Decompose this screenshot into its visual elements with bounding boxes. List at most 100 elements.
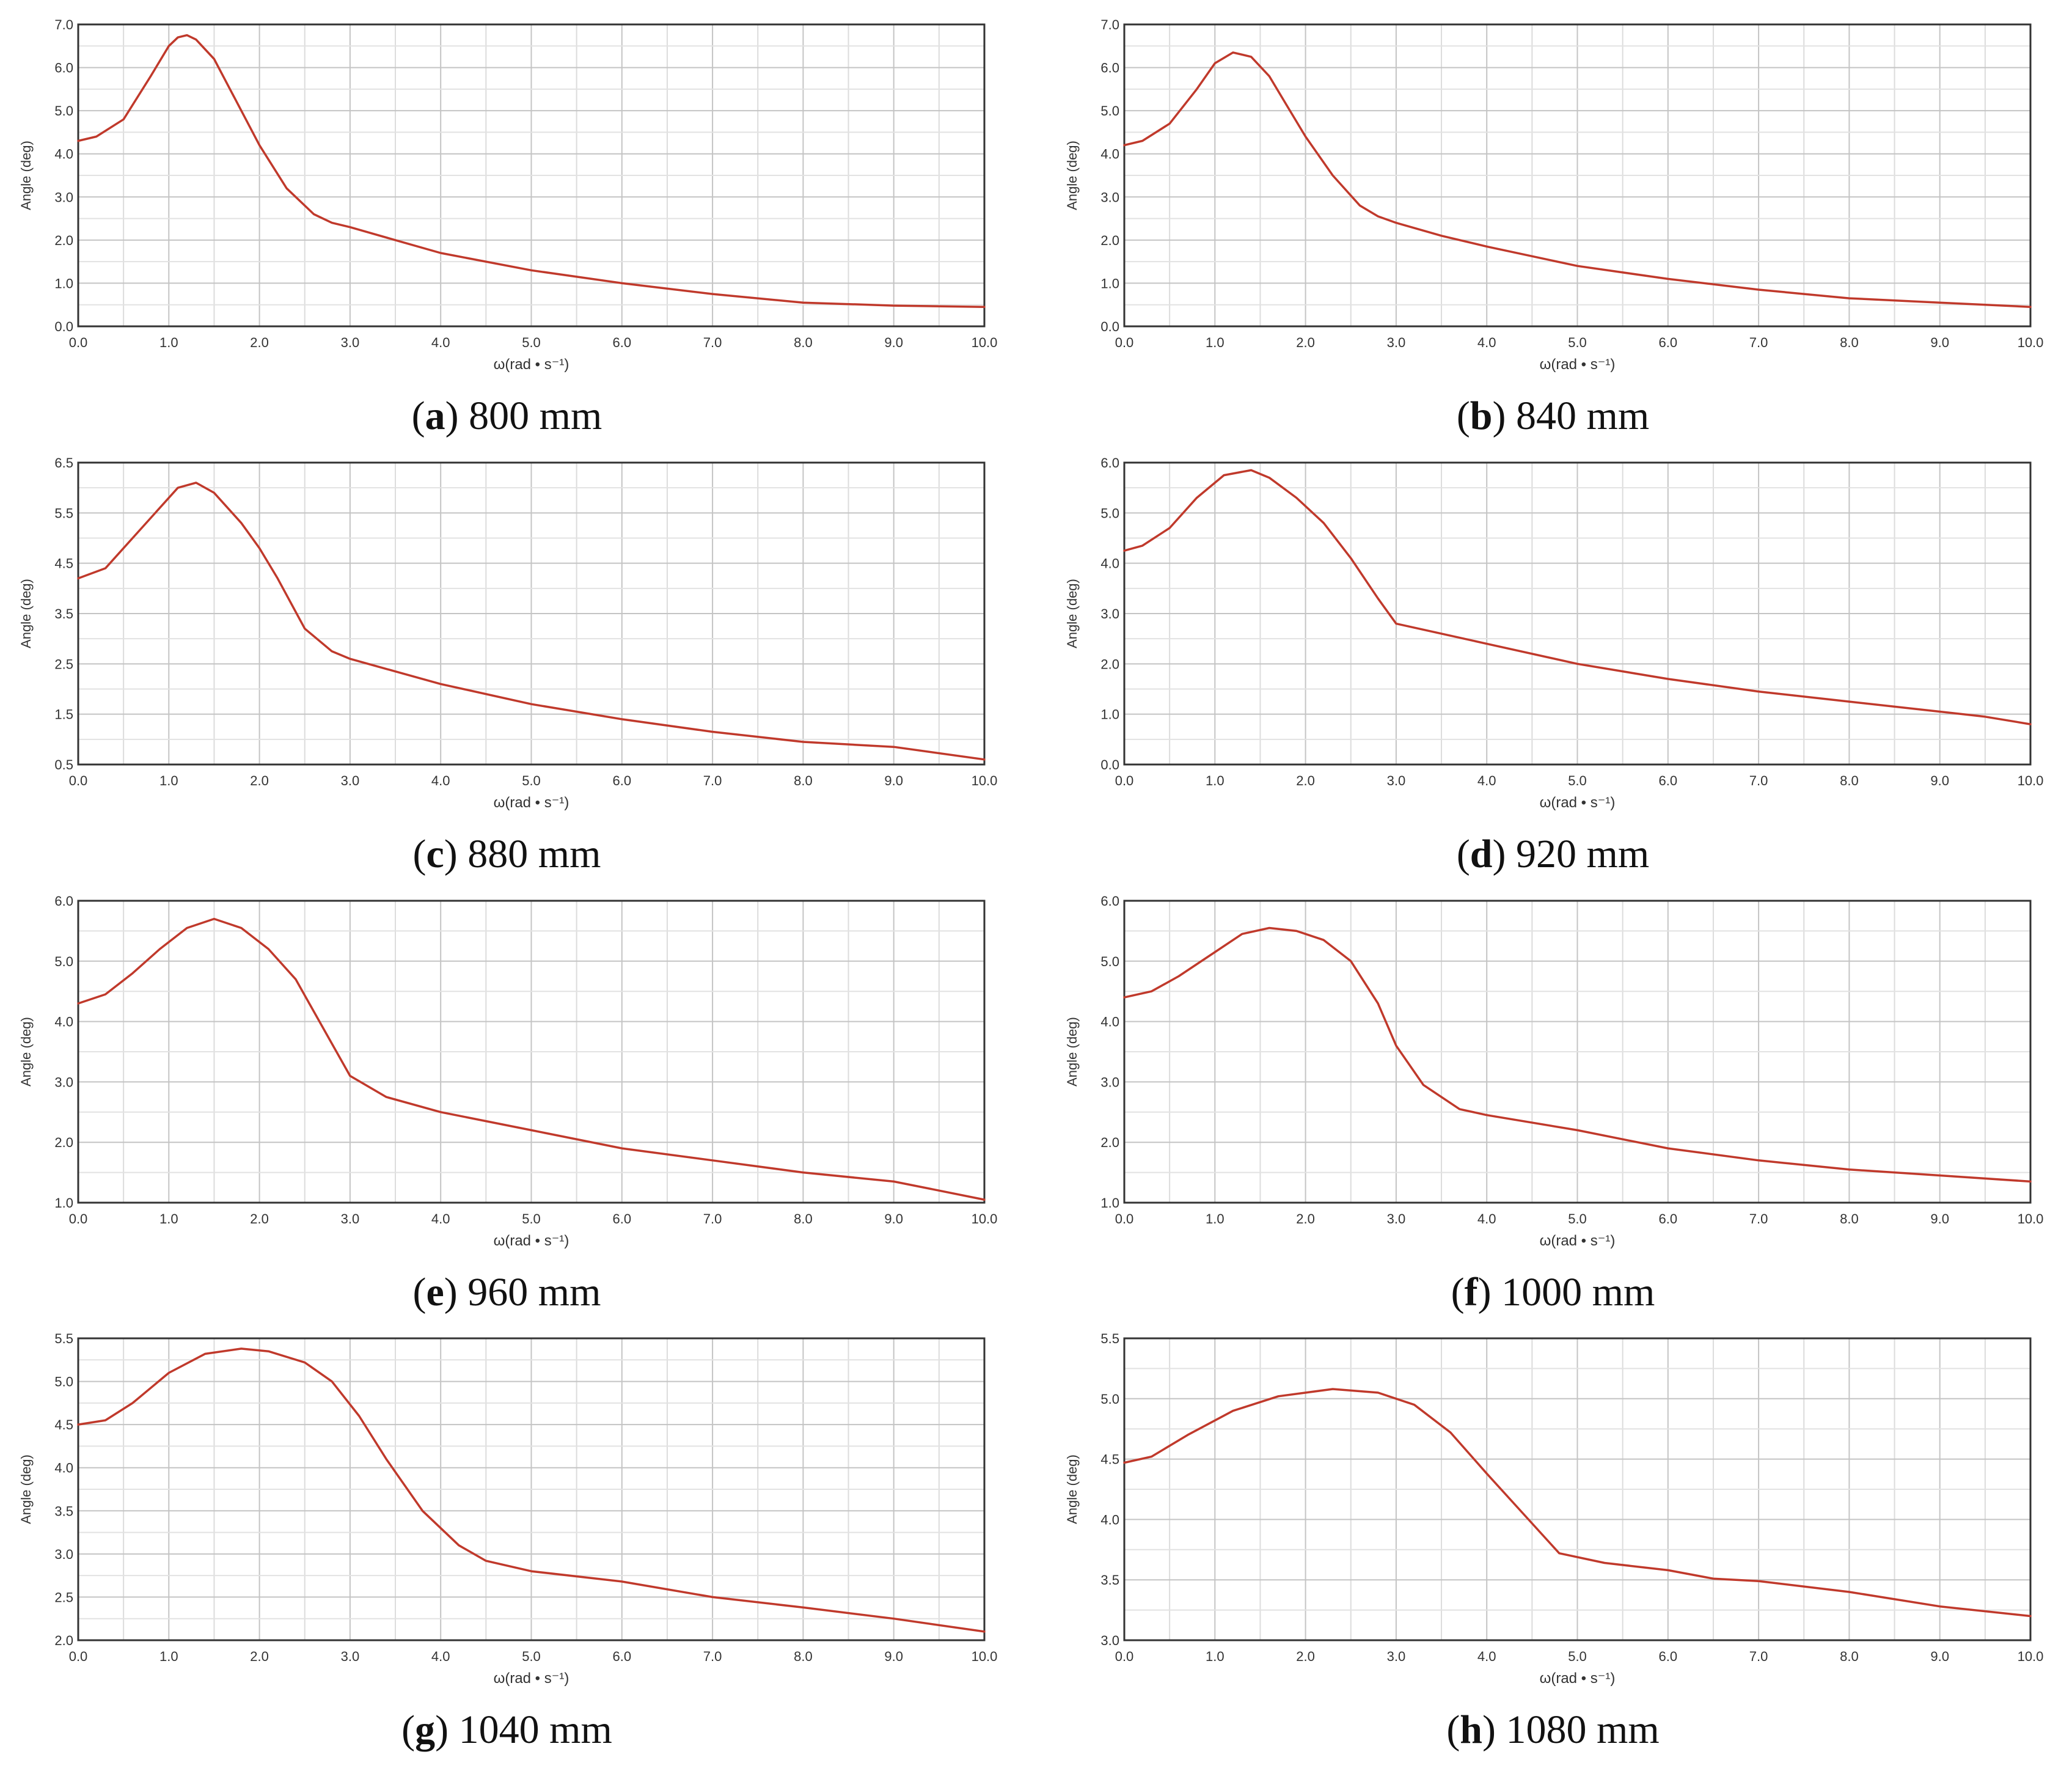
caption-text: 920 mm: [1506, 832, 1650, 876]
x-tick-label: 2.0: [1296, 335, 1315, 350]
y-axis-label: Angle (deg): [18, 1017, 34, 1087]
caption-paren-close: ): [1493, 832, 1506, 876]
y-tick-label: 6.5: [54, 455, 73, 471]
y-tick-label: 4.0: [54, 147, 73, 162]
caption-letter: f: [1465, 1270, 1479, 1314]
y-tick-label: 2.0: [54, 1135, 73, 1150]
x-tick-label: 2.0: [1296, 1649, 1315, 1664]
x-tick-label: 0.0: [1115, 1211, 1134, 1226]
x-axis-label: ω(rad • s⁻¹): [1540, 794, 1616, 811]
caption-text: 1000 mm: [1492, 1270, 1655, 1314]
x-tick-label: 3.0: [1387, 1211, 1406, 1226]
y-tick-label: 2.5: [54, 656, 73, 672]
x-tick-label: 2.0: [250, 1649, 269, 1664]
x-tick-label: 3.0: [1387, 335, 1406, 350]
x-tick-label: 6.0: [1659, 1211, 1678, 1226]
series-line-d: [1123, 469, 2032, 725]
x-tick-label: 9.0: [1930, 335, 1949, 350]
x-tick-label: 0.0: [69, 335, 88, 350]
x-tick-label: 1.0: [1206, 1211, 1225, 1226]
caption-paren-open: (: [1457, 394, 1470, 438]
y-tick-label: 2.0: [54, 1633, 73, 1648]
x-tick-label: 9.0: [884, 1211, 903, 1226]
caption-paren-close: ): [1493, 394, 1506, 438]
x-tick-label: 9.0: [884, 1649, 903, 1664]
y-tick-label: 5.5: [1100, 1331, 1119, 1346]
x-tick-label: 1.0: [1206, 773, 1225, 788]
y-tick-label: 5.5: [54, 505, 73, 521]
x-tick-label: 10.0: [2018, 1649, 2044, 1664]
x-tick-label: 8.0: [1840, 773, 1859, 788]
caption-letter: e: [426, 1270, 444, 1314]
panel-caption: (h) 1080 mm: [1446, 1707, 1659, 1752]
x-tick-label: 1.0: [1206, 1649, 1225, 1664]
x-tick-label: 0.0: [69, 773, 88, 788]
panel-caption: (f) 1000 mm: [1451, 1270, 1655, 1314]
caption-paren-close: ): [435, 1707, 448, 1752]
caption-letter: c: [426, 832, 444, 876]
caption-text: 960 mm: [458, 1270, 601, 1314]
plot-frame: [1123, 23, 2032, 328]
caption-text: 1040 mm: [448, 1707, 612, 1752]
caption-text: 840 mm: [1506, 394, 1650, 438]
x-tick-label: 4.0: [1477, 1649, 1496, 1664]
y-tick-label: 1.0: [1100, 1195, 1119, 1211]
series-line-b: [1123, 51, 2032, 308]
panel-caption: (b) 840 mm: [1457, 394, 1649, 438]
x-axis-label: ω(rad • s⁻¹): [1540, 1233, 1616, 1249]
y-axis-label: Angle (deg): [18, 141, 34, 210]
x-tick-label: 8.0: [1840, 1649, 1859, 1664]
chart-panel-b: 0.0 1.0 2.0 3.0 4.0 5.0 6.0 7.0 8.0 9.0 10.0 0.0 1.0…: [1064, 17, 2043, 438]
caption-letter: g: [415, 1707, 435, 1752]
y-tick-label: 1.0: [1100, 276, 1119, 291]
x-tick-label: 4.0: [431, 1649, 450, 1664]
y-tick-label: 0.0: [1100, 757, 1119, 772]
y-tick-label: 7.0: [54, 17, 73, 32]
caption-paren-open: (: [1457, 832, 1470, 876]
x-tick-label: 7.0: [1749, 1211, 1768, 1226]
x-tick-label: 4.0: [431, 1211, 450, 1226]
x-tick-label: 3.0: [1387, 773, 1406, 788]
panel-caption: (d) 920 mm: [1457, 832, 1649, 876]
chart-panel-a: 0.0 1.0 2.0 3.0 4.0 5.0 6.0 7.0 8.0 9.0 10.0 0.0 1.0…: [18, 17, 997, 438]
chart-panel-g: 0.0 1.0 2.0 3.0 4.0 5.0 6.0 7.0 8.0 9.0 10.0 2.0 2.5…: [18, 1331, 997, 1752]
x-tick-label: 7.0: [1749, 1649, 1768, 1664]
caption-paren-close: ): [444, 832, 458, 876]
x-axis-label: ω(rad • s⁻¹): [494, 1670, 569, 1687]
caption-text: 1080 mm: [1496, 1707, 1660, 1752]
x-tick-label: 6.0: [613, 1649, 632, 1664]
y-tick-label: 4.0: [54, 1014, 73, 1030]
x-tick-label: 6.0: [1659, 773, 1678, 788]
y-tick-label: 2.0: [54, 233, 73, 248]
caption-paren-open: (: [1451, 1270, 1465, 1314]
y-tick-label: 5.5: [54, 1331, 73, 1346]
panel-caption: (a) 800 mm: [412, 394, 602, 438]
chart-panel-h: 0.0 1.0 2.0 3.0 4.0 5.0 6.0 7.0 8.0 9.0 10.0 3.0 3.5…: [1064, 1331, 2043, 1752]
x-axis-label: ω(rad • s⁻¹): [1540, 1670, 1616, 1687]
series-line-a: [77, 34, 986, 308]
x-tick-label: 5.0: [1568, 773, 1587, 788]
x-tick-label: 1.0: [159, 773, 178, 788]
y-axis-label: Angle (deg): [18, 1454, 34, 1524]
y-tick-label: 4.0: [54, 1461, 73, 1476]
x-tick-label: 2.0: [250, 1211, 269, 1226]
x-tick-label: 1.0: [159, 335, 178, 350]
plot-frame: [77, 1337, 986, 1641]
x-tick-label: 9.0: [1930, 1649, 1949, 1664]
y-tick-label: 4.0: [1100, 147, 1119, 162]
x-tick-label: 3.0: [341, 335, 360, 350]
x-tick-label: 7.0: [703, 773, 722, 788]
x-tick-label: 5.0: [1568, 1211, 1587, 1226]
x-tick-label: 4.0: [1477, 335, 1496, 350]
plot-frame: [1123, 1337, 2032, 1641]
x-tick-label: 8.0: [794, 335, 813, 350]
x-tick-label: 8.0: [1840, 335, 1859, 350]
caption-letter: h: [1460, 1707, 1482, 1752]
y-tick-label: 4.5: [1100, 1452, 1119, 1467]
x-tick-label: 2.0: [250, 773, 269, 788]
caption-letter: a: [425, 394, 445, 438]
panel-caption: (g) 1040 mm: [401, 1707, 612, 1752]
x-axis-label: ω(rad • s⁻¹): [1540, 356, 1616, 373]
plot-frame: [1123, 900, 2032, 1204]
